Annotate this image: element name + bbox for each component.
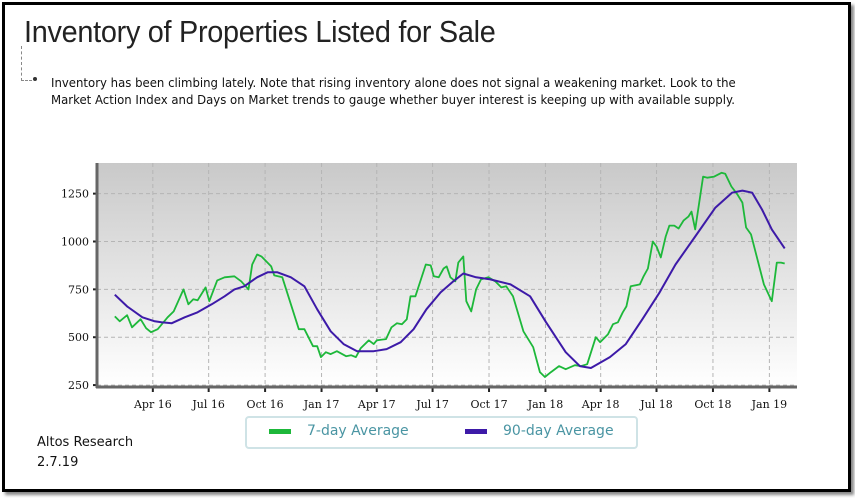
series-line-90day — [114, 189, 786, 369]
bullet-icon — [33, 77, 37, 81]
y-tick-label: 500 — [68, 331, 89, 344]
y-tick-label: 250 — [68, 379, 89, 392]
series-points-1 — [114, 190, 785, 369]
x-tick-label: Jul 18 — [639, 398, 673, 411]
y-tick-label: 1000 — [61, 235, 89, 248]
x-tick-label: Jul 16 — [191, 398, 225, 411]
source-block: Altos Research 2.7.19 — [37, 433, 133, 473]
legend-swatch-purple — [465, 428, 487, 434]
axes: 250 500 750 1000 1250 Apr 16 Jul 16 Oct 16 Jan 1… — [61, 163, 797, 411]
y-tick-label: 750 — [68, 283, 89, 296]
x-tick-label: Jan 19 — [751, 398, 788, 411]
connector-line — [21, 46, 32, 81]
x-tick-label: Jan 18 — [527, 398, 564, 411]
plot-area — [97, 163, 797, 387]
x-tick-label: Oct 16 — [247, 398, 284, 411]
x-tick-label: Apr 18 — [581, 398, 620, 411]
legend-item-90day: 90-day Average — [465, 423, 614, 439]
legend-item-7day: 7-day Average — [269, 423, 409, 439]
x-tick-label: Oct 17 — [470, 398, 507, 411]
legend: 7-day Average 90-day Average — [245, 416, 638, 449]
legend-label-90day: 90-day Average — [503, 423, 614, 439]
x-tick-label: Oct 18 — [694, 398, 731, 411]
source-name: Altos Research — [37, 435, 134, 450]
series-lines — [114, 171, 786, 378]
page-title: Inventory of Properties Listed for Sale — [24, 14, 496, 49]
x-tick-label: Jan 17 — [303, 398, 340, 411]
series-line-7day — [114, 171, 785, 378]
x-tick-label: Apr 17 — [357, 398, 396, 411]
commentary-text: Inventory has been climbing lately. Note… — [51, 75, 736, 107]
y-tick-label: 1250 — [61, 188, 89, 201]
source-date: 2.7.19 — [37, 455, 79, 470]
legend-swatch-green — [269, 428, 291, 434]
x-tick-label: Apr 16 — [133, 398, 172, 411]
series-points-0 — [114, 172, 785, 378]
legend-label-7day: 7-day Average — [307, 423, 409, 439]
x-tick-label: Jul 17 — [415, 398, 449, 411]
